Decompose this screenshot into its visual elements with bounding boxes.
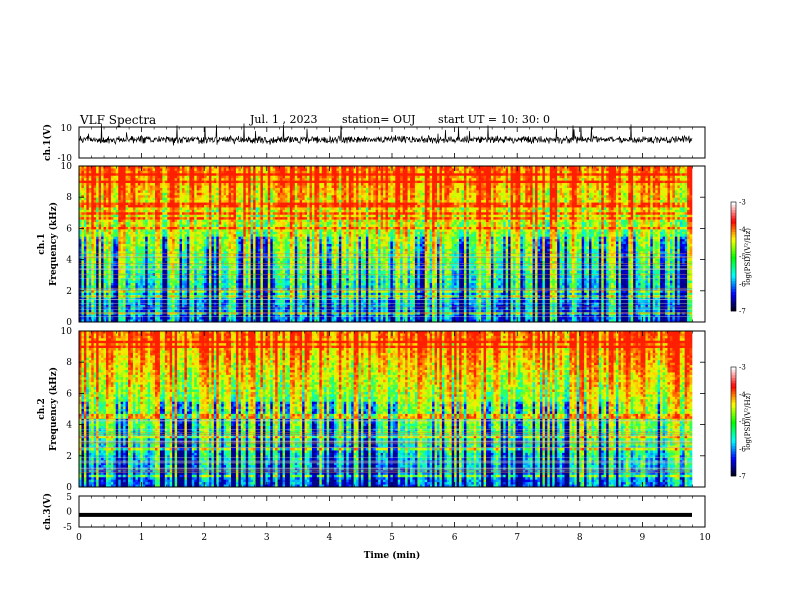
ch2-spectrogram-ytick-label: 4 xyxy=(66,421,72,431)
ch2-spectrogram-colorbar xyxy=(731,367,736,477)
ch1-spectrogram-colorbar-tick: -5 xyxy=(739,253,746,261)
ch2-spectrogram-ytick-label: 0 xyxy=(66,483,72,493)
x-tick-label: 6 xyxy=(452,533,458,543)
x-tick-label: 4 xyxy=(327,533,333,543)
ch1-spectrogram-colorbar-tick: -4 xyxy=(739,226,746,234)
ch1-spectrogram-ytick-label: 0 xyxy=(66,318,72,328)
ch2-spectrogram-ylabel-channel: ch.2 xyxy=(37,398,47,419)
x-axis-label: Time (min) xyxy=(364,550,421,561)
ch1-spectrogram-colorbar-tick: -3 xyxy=(739,199,746,207)
ch2-spectrogram-ytick-label: 10 xyxy=(61,327,73,337)
ch2-spectrogram-colorbar-tick: -5 xyxy=(739,418,746,426)
ch1-spectrogram-ytick-label: 2 xyxy=(66,287,72,297)
x-tick-label: 5 xyxy=(389,533,395,543)
ch1-trace xyxy=(78,123,693,146)
ch2-spectrogram-ytick-label: 2 xyxy=(66,452,72,462)
station-label: station= OUJ xyxy=(342,113,415,126)
ch1-spectrogram-ylabel: Frequency (kHz) xyxy=(48,202,59,286)
ch1-spectrogram-colorbar-frame xyxy=(730,201,737,312)
ch2-spectrogram-colorbar-frame xyxy=(730,366,737,477)
x-tick-label: 0 xyxy=(76,533,82,543)
ch1-ylabel: ch.1(V) xyxy=(42,124,53,161)
ch1-spectrogram-ytick-label: 6 xyxy=(66,224,72,234)
ch2-spectrogram-colorbar-tick: -7 xyxy=(739,473,746,481)
ch1-spectrogram-colorbar-tick: -7 xyxy=(739,308,746,316)
ch2-spectrogram-ylabel: Frequency (kHz) xyxy=(48,367,59,451)
ch1-ytick-label: 10 xyxy=(61,124,73,134)
ch1-spectrogram-colorbar-label: log(PSD)(V²/Hz) xyxy=(744,228,752,285)
ch3-ylabel: ch.3(V) xyxy=(42,493,53,530)
ch3-trace xyxy=(79,512,692,517)
ch2-spectrogram-ytick-label: 6 xyxy=(66,389,72,399)
ch1-spectrogram-colorbar-tick: -6 xyxy=(739,280,746,288)
x-tick-label: 1 xyxy=(139,533,145,543)
ch1-ytick-label: -10 xyxy=(58,154,73,164)
x-tick-label: 9 xyxy=(640,533,646,543)
ch2-spectrogram-colorbar-tick: -4 xyxy=(739,391,746,399)
ch1-spectrogram-ytick-label: 4 xyxy=(66,256,72,266)
ch1-spectrogram-ylabel-channel: ch.1 xyxy=(37,233,47,254)
ch3-ytick-label: 0 xyxy=(66,508,72,518)
ch2-spectrogram-cells xyxy=(79,331,693,488)
ch1-spectrogram-colorbar xyxy=(731,202,736,312)
ch3-ytick-label: -5 xyxy=(63,523,72,533)
x-tick-label: 2 xyxy=(201,533,207,543)
ch1-spectrogram-ytick-label: 8 xyxy=(66,193,72,203)
ch2-spectrogram-ytick-label: 8 xyxy=(66,358,72,368)
x-tick-label: 7 xyxy=(514,533,520,543)
ch2-spectrogram-colorbar-tick: -6 xyxy=(739,445,746,453)
x-tick-label: 8 xyxy=(577,533,583,543)
date-label: Jul. 1 , 2023 xyxy=(250,113,318,126)
ch3-ytick-label: 5 xyxy=(66,493,72,503)
ch2-spectrogram-colorbar-label: log(PSD)(V²/Hz) xyxy=(744,393,752,450)
chart-title: VLF Spectra xyxy=(80,113,156,127)
ch1-spectrogram-ytick-label: 10 xyxy=(61,162,73,172)
ch2-spectrogram-colorbar-tick: -3 xyxy=(739,364,746,372)
start-time-label: start UT = 10: 30: 0 xyxy=(438,113,550,126)
x-tick-label: 10 xyxy=(699,533,711,543)
x-tick-label: 3 xyxy=(264,533,270,543)
ch1-spectrogram-cells xyxy=(79,166,693,323)
